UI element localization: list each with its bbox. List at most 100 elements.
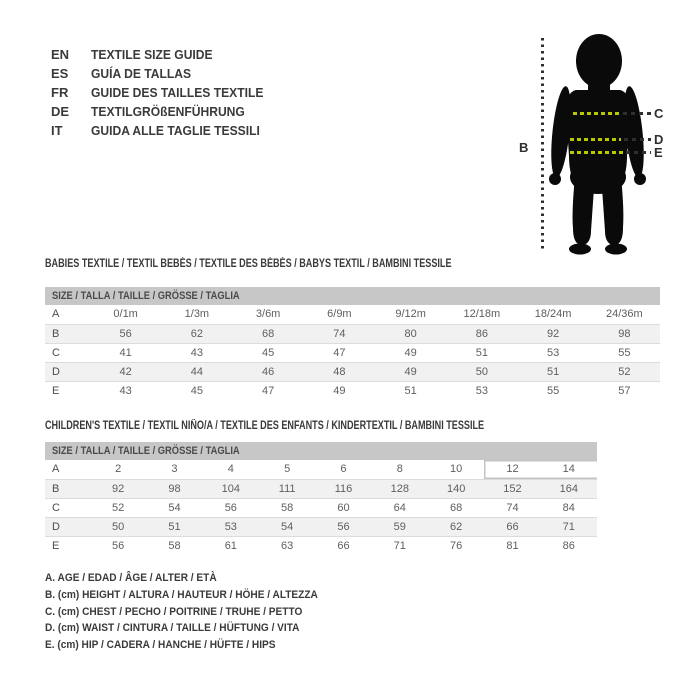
value-cell: 53 xyxy=(547,347,560,359)
table-row: E 56 58 61 63 66 71 76 81 86 xyxy=(45,536,597,555)
value-cell: 49 xyxy=(404,347,417,359)
table-row: B 56 62 68 74 80 86 92 98 xyxy=(45,324,660,343)
value-cell: 4 xyxy=(227,463,234,475)
legend-item: A. AGE / EDAD / ÂGE / ALTER / ETÀ xyxy=(45,572,217,584)
value-cell: 51 xyxy=(475,347,488,359)
table-row: E 43 45 47 49 51 53 55 57 xyxy=(45,381,660,400)
language-title: GUIDE DES TAILLES TEXTILE xyxy=(91,85,264,100)
value-cell: 92 xyxy=(112,483,125,495)
babies-size-table: SIZE / TALLA / TAILLE / GRÖSSE / TAGLIA … xyxy=(45,287,660,400)
value-cell: 51 xyxy=(404,385,417,397)
value-cell: 58 xyxy=(281,502,294,514)
value-cell: 63 xyxy=(281,540,294,552)
value-cell: 164 xyxy=(559,483,578,495)
row-label-cell: D xyxy=(52,521,60,533)
language-row: DE TEXTILGRÖßENFÜHRUNG xyxy=(51,102,276,121)
value-cell: 152 xyxy=(503,483,522,495)
value-cell: 51 xyxy=(168,521,181,533)
row-label-cell: B xyxy=(52,328,60,340)
height-label: B xyxy=(519,140,529,155)
value-cell: 56 xyxy=(119,328,132,340)
table-row: C 41 43 45 47 49 51 53 55 xyxy=(45,343,660,362)
value-cell: 12 xyxy=(484,460,541,479)
value-cell: 44 xyxy=(190,366,203,378)
value-cell: 74 xyxy=(506,502,519,514)
value-cell: 140 xyxy=(446,483,466,495)
row-label-cell: C xyxy=(52,502,60,514)
value-cell: 46 xyxy=(262,366,275,378)
children-size-table: SIZE / TALLA / TAILLE / GRÖSSE / TAGLIA … xyxy=(45,442,597,555)
row-label-cell: E xyxy=(52,385,60,397)
value-cell: 53 xyxy=(224,521,237,533)
value-cell: 5 xyxy=(284,463,291,475)
babies-caption: BABIES TEXTILE / TEXTIL BEBÉS / TEXTILE … xyxy=(45,258,452,270)
value-cell: 6 xyxy=(340,463,347,475)
value-cell: 66 xyxy=(506,521,519,533)
language-title: TEXTILE SIZE GUIDE xyxy=(91,47,213,62)
row-label-cell: B xyxy=(52,483,60,495)
value-cell: 49 xyxy=(404,366,417,378)
language-code: EN xyxy=(51,47,70,62)
value-cell: 53 xyxy=(475,385,488,397)
value-cell: 71 xyxy=(393,540,406,552)
value-cell: 81 xyxy=(506,540,519,552)
silhouette-head xyxy=(576,34,622,88)
value-cell: 52 xyxy=(618,366,631,378)
language-code: IT xyxy=(51,123,63,138)
value-cell: 10 xyxy=(450,463,463,475)
hip-pointer-line xyxy=(626,151,651,154)
language-title-list: EN TEXTILE SIZE GUIDE ES GUÍA DE TALLAS FR GU… xyxy=(51,45,276,140)
silhouette-left-foot xyxy=(569,243,591,255)
value-cell: 55 xyxy=(547,385,560,397)
value-cell: 104 xyxy=(221,483,240,495)
value-cell: 68 xyxy=(450,502,463,514)
value-cell: 45 xyxy=(262,347,275,359)
value-cell: 48 xyxy=(333,366,346,378)
silhouette-right-arm xyxy=(624,86,644,178)
language-title: GUÍA DE TALLAS xyxy=(91,66,192,81)
value-cell: 71 xyxy=(562,521,575,533)
value-cell: 55 xyxy=(618,347,631,359)
value-cell: 47 xyxy=(262,385,275,397)
language-code: DE xyxy=(51,104,70,119)
value-cell: 68 xyxy=(262,328,275,340)
value-cell: 80 xyxy=(404,328,417,340)
value-cell: 64 xyxy=(393,502,406,514)
measurement-legend: A. AGE / EDAD / ÂGE / ALTER / ETÀ B. (cm)… xyxy=(45,570,342,654)
value-cell: 62 xyxy=(450,521,463,533)
value-cell: 3/6m xyxy=(255,308,281,320)
value-cell: 74 xyxy=(333,328,346,340)
language-row: ES GUÍA DE TALLAS xyxy=(51,64,276,83)
value-cell: 54 xyxy=(168,502,181,514)
language-title: TEXTILGRÖßENFÜHRUNG xyxy=(91,104,245,119)
value-cell: 60 xyxy=(337,502,350,514)
table-row: D 50 51 53 54 56 59 62 66 71 xyxy=(45,517,597,536)
value-cell: 58 xyxy=(168,540,181,552)
babies-size-header-bar: SIZE / TALLA / TAILLE / GRÖSSE / TAGLIA xyxy=(45,287,660,305)
legend-item: B. (cm) HEIGHT / ALTURA / HAUTEUR / HÖHE… xyxy=(45,588,318,601)
value-cell: 43 xyxy=(119,385,132,397)
child-figure: B C D E xyxy=(505,25,700,260)
value-cell: 98 xyxy=(618,328,631,340)
value-cell: 47 xyxy=(333,347,346,359)
value-cell: 14 xyxy=(540,460,597,479)
silhouette-left-arm xyxy=(551,86,571,178)
silhouette-right-leg xyxy=(600,176,624,245)
value-cell: 56 xyxy=(337,521,350,533)
table-row: D 42 44 46 48 49 50 51 52 xyxy=(45,362,660,381)
value-cell: 24/36m xyxy=(606,308,643,320)
silhouette-left-hand xyxy=(549,173,561,185)
language-row: FR GUIDE DES TAILLES TEXTILE xyxy=(51,83,276,102)
value-cell: 57 xyxy=(618,385,631,397)
value-cell: 45 xyxy=(190,385,203,397)
language-row: EN TEXTILE SIZE GUIDE xyxy=(51,45,276,64)
silhouette-left-leg xyxy=(572,176,596,245)
value-cell: 50 xyxy=(112,521,125,533)
row-label-cell: C xyxy=(52,347,60,359)
legend-item: C. (cm) CHEST / PECHO / POITRINE / TRUHE… xyxy=(45,605,303,618)
chest-measure-line xyxy=(573,112,620,115)
value-cell: 1/3m xyxy=(184,308,210,320)
value-cell: 76 xyxy=(450,540,463,552)
table-row: A 2 3 4 5 6 8 10 12 14 xyxy=(45,460,597,479)
hip-measure-line xyxy=(570,151,623,154)
